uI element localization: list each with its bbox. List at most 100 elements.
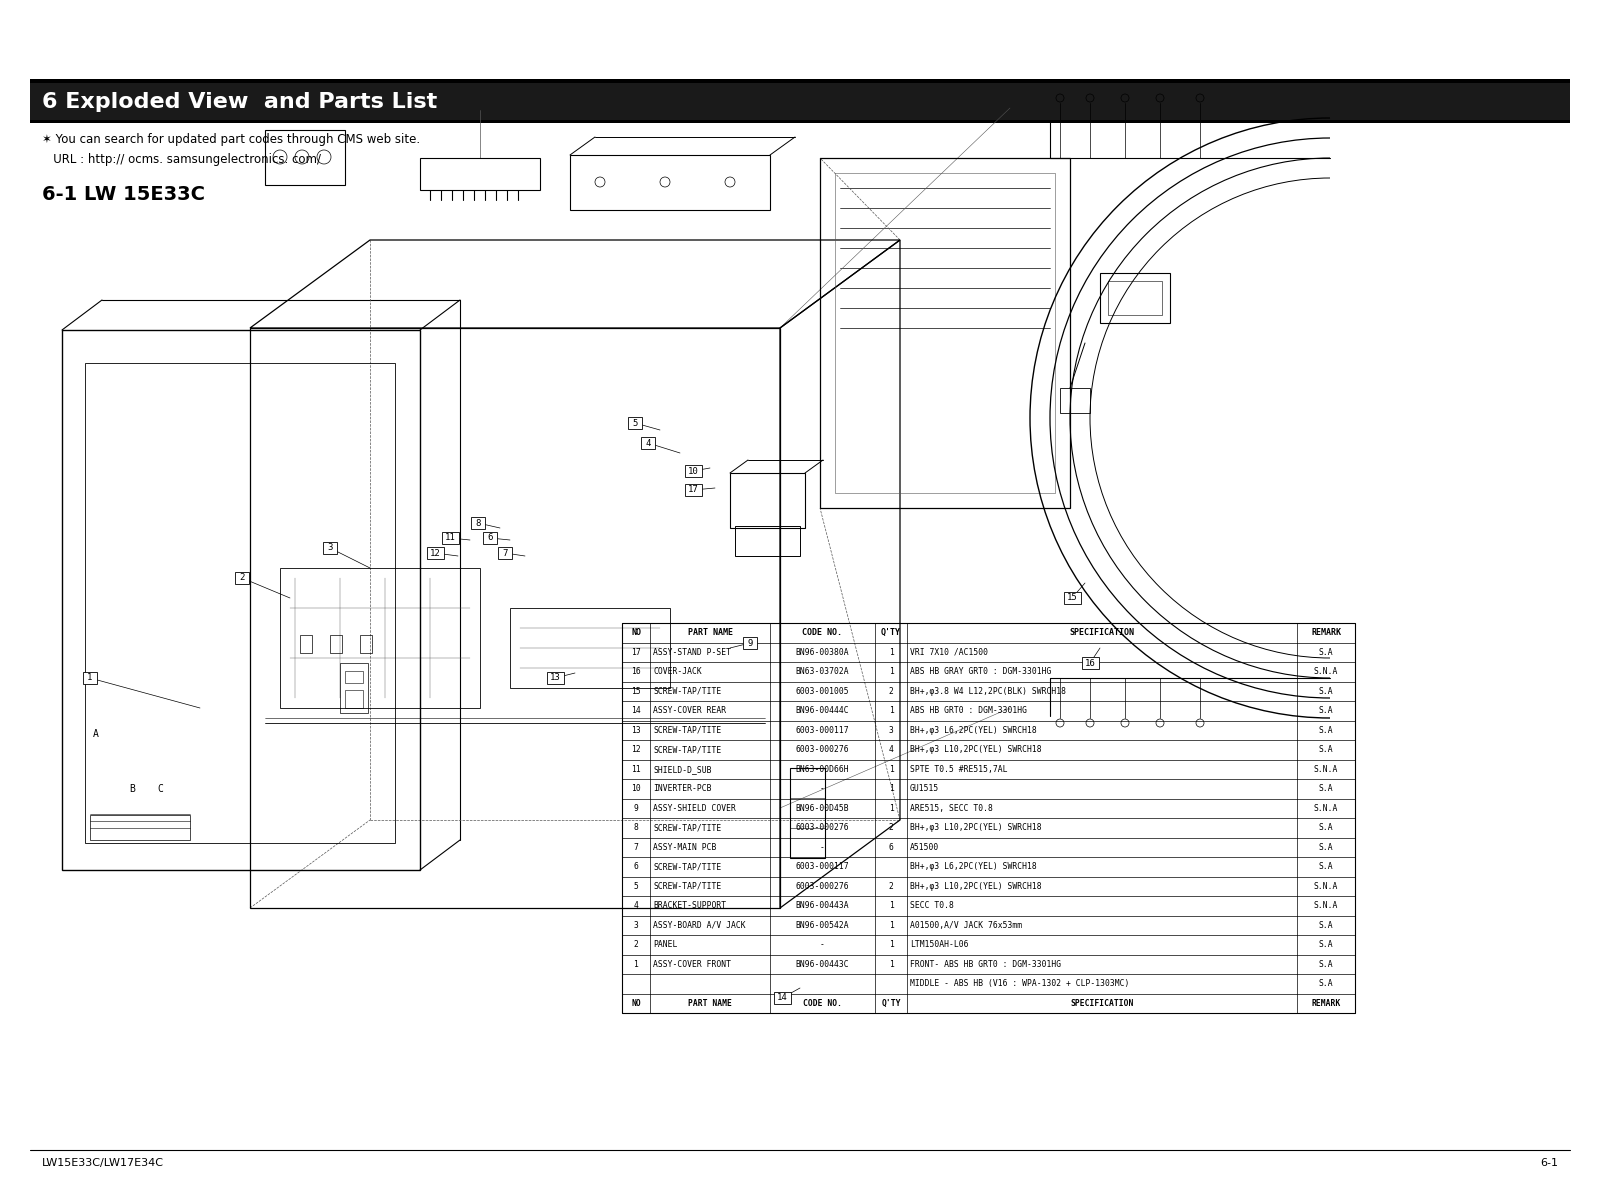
Text: 10: 10 (630, 784, 642, 794)
Text: 6-1: 6-1 (1539, 1158, 1558, 1168)
Text: BN96-00443A: BN96-00443A (795, 902, 850, 910)
Bar (266, 129, 346, 185)
Text: 1: 1 (888, 960, 893, 968)
Text: 2: 2 (888, 687, 893, 696)
Bar (235, 571, 250, 584)
Text: S.A: S.A (1318, 862, 1333, 871)
Text: B: B (130, 784, 134, 794)
Text: S.N.A: S.N.A (1314, 881, 1338, 891)
Text: PART NAME: PART NAME (688, 999, 731, 1007)
Bar (30, 78, 1570, 83)
Text: 12: 12 (630, 745, 642, 754)
Text: S.N.A: S.N.A (1314, 765, 1338, 773)
Text: BRACKET-SUPPORT: BRACKET-SUPPORT (653, 902, 726, 910)
Text: 6: 6 (888, 842, 893, 852)
Text: S.A: S.A (1318, 823, 1333, 833)
Text: SCREW-TAP/TITE: SCREW-TAP/TITE (653, 823, 722, 833)
Text: S.A: S.A (1318, 940, 1333, 949)
Text: 1: 1 (888, 940, 893, 949)
Text: 15: 15 (630, 687, 642, 696)
Text: 3: 3 (328, 543, 333, 552)
Bar (280, 568, 480, 708)
Text: BN63-03702A: BN63-03702A (795, 668, 850, 676)
Text: 3: 3 (888, 726, 893, 734)
Text: ASSY-BOARD A/V JACK: ASSY-BOARD A/V JACK (653, 921, 746, 930)
Text: NO: NO (630, 999, 642, 1007)
Text: S.A: S.A (1318, 706, 1333, 715)
Text: 5: 5 (632, 418, 638, 428)
Text: LTM150AH-L06: LTM150AH-L06 (910, 940, 968, 949)
Text: ASSY-STAND P-SET: ASSY-STAND P-SET (653, 647, 731, 657)
Bar (85, 364, 395, 843)
Text: 9: 9 (634, 804, 638, 813)
Bar (90, 815, 190, 840)
Text: ASSY-SHIELD COVER: ASSY-SHIELD COVER (653, 804, 736, 813)
Text: S.A: S.A (1318, 647, 1333, 657)
Bar (790, 767, 826, 858)
Text: BN96-00542A: BN96-00542A (795, 921, 850, 930)
Text: BH+,φ3 L6,2PC(YEL) SWRCH18: BH+,φ3 L6,2PC(YEL) SWRCH18 (910, 726, 1037, 734)
Bar (339, 663, 368, 713)
Text: 1: 1 (634, 960, 638, 968)
Text: REMARK: REMARK (1310, 628, 1341, 637)
Text: SECC T0.8: SECC T0.8 (910, 902, 954, 910)
Bar (30, 83, 1570, 120)
Text: 6003-000276: 6003-000276 (795, 745, 850, 754)
Text: PANEL: PANEL (653, 940, 677, 949)
Bar (483, 532, 498, 544)
Text: SCREW-TAP/TITE: SCREW-TAP/TITE (653, 726, 722, 734)
Bar (498, 546, 512, 560)
Text: A: A (93, 729, 99, 739)
Text: 11: 11 (445, 533, 456, 543)
Text: S.A: S.A (1318, 687, 1333, 696)
Text: SPTE T0.5 #RE515,7AL: SPTE T0.5 #RE515,7AL (910, 765, 1008, 773)
Text: S.A: S.A (1318, 842, 1333, 852)
Text: FRONT- ABS HB GRT0 : DGM-3301HG: FRONT- ABS HB GRT0 : DGM-3301HG (910, 960, 1061, 968)
Text: 16: 16 (630, 668, 642, 676)
Bar (734, 526, 800, 556)
Text: 12: 12 (430, 549, 440, 557)
Text: SHIELD-D_SUB: SHIELD-D_SUB (653, 765, 712, 773)
Bar (419, 158, 541, 190)
Text: BH+,φ3 L10,2PC(YEL) SWRCH18: BH+,φ3 L10,2PC(YEL) SWRCH18 (910, 745, 1042, 754)
Text: ASSY-COVER FRONT: ASSY-COVER FRONT (653, 960, 731, 968)
Text: BN96-00D45B: BN96-00D45B (795, 804, 850, 813)
Bar (427, 546, 443, 560)
Bar (346, 690, 363, 708)
Bar (570, 154, 770, 210)
Text: 8: 8 (634, 823, 638, 833)
Bar (83, 672, 98, 684)
Text: S.N.A: S.N.A (1314, 902, 1338, 910)
Bar (442, 532, 459, 544)
Text: 6003-001005: 6003-001005 (795, 687, 850, 696)
Bar (323, 542, 338, 554)
Bar (773, 992, 790, 1004)
Bar (30, 120, 1570, 124)
Text: SCREW-TAP/TITE: SCREW-TAP/TITE (653, 687, 722, 696)
Text: 1: 1 (888, 668, 893, 676)
Text: 4: 4 (888, 745, 893, 754)
Text: 16: 16 (1085, 658, 1096, 668)
Text: 2: 2 (240, 574, 245, 582)
Bar (1059, 388, 1090, 413)
Bar (685, 484, 701, 497)
Text: -: - (821, 784, 826, 794)
Text: 6-1 LW 15E33C: 6-1 LW 15E33C (42, 185, 205, 204)
Text: ✶ You can search for updated part codes through CMS web site.: ✶ You can search for updated part codes … (42, 133, 421, 146)
Text: 1: 1 (888, 765, 893, 773)
Text: URL : http:// ocms. samsungelectronics. com/: URL : http:// ocms. samsungelectronics. … (42, 153, 322, 166)
Text: GU1515: GU1515 (910, 784, 939, 794)
Text: 6: 6 (634, 862, 638, 871)
Text: NO: NO (630, 628, 642, 637)
Text: 2: 2 (888, 823, 893, 833)
Text: ASSY-COVER REAR: ASSY-COVER REAR (653, 706, 726, 715)
Text: -: - (821, 842, 826, 852)
Text: 9: 9 (747, 638, 752, 647)
Bar (547, 672, 563, 684)
Bar (1082, 657, 1099, 669)
Text: 1: 1 (888, 804, 893, 813)
Text: S.N.A: S.N.A (1314, 804, 1338, 813)
Text: 2: 2 (634, 940, 638, 949)
Bar (622, 623, 1355, 1013)
Text: SCREW-TAP/TITE: SCREW-TAP/TITE (653, 862, 722, 871)
